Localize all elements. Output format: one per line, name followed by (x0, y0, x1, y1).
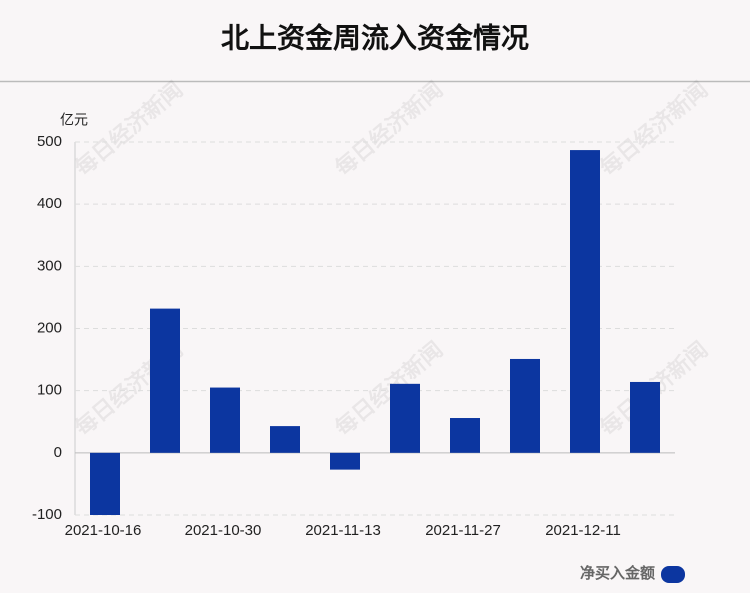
x-tick-label: 2021-11-13 (305, 522, 381, 539)
bar (450, 418, 480, 453)
bar (150, 308, 180, 453)
y-tick-label: 100 (37, 382, 62, 399)
y-tick-label: 400 (37, 195, 62, 212)
x-tick-label: 2021-11-27 (425, 522, 501, 539)
chart-title: 北上资金周流入资金情况 (221, 21, 529, 53)
legend-label: 净买入金额 (580, 564, 655, 582)
y-unit: 亿元 (60, 112, 88, 128)
bar (270, 426, 300, 453)
y-tick-label: 300 (37, 257, 62, 274)
x-tick-label: 2021-12-11 (545, 522, 621, 539)
x-tick-label: 2021-10-16 (65, 522, 142, 539)
bar (210, 387, 240, 453)
bar (90, 452, 120, 515)
bar (570, 150, 600, 453)
bar (630, 381, 660, 453)
y-tick-label: 0 (54, 444, 62, 461)
x-tick-label: 2021-10-30 (185, 522, 262, 539)
legend-swatch (661, 566, 685, 583)
bar (330, 452, 360, 470)
bar (390, 383, 420, 453)
y-tick-label: -100 (32, 506, 62, 523)
y-tick-label: 200 (37, 319, 62, 336)
bar (510, 358, 540, 453)
y-tick-label: 500 (37, 133, 62, 150)
